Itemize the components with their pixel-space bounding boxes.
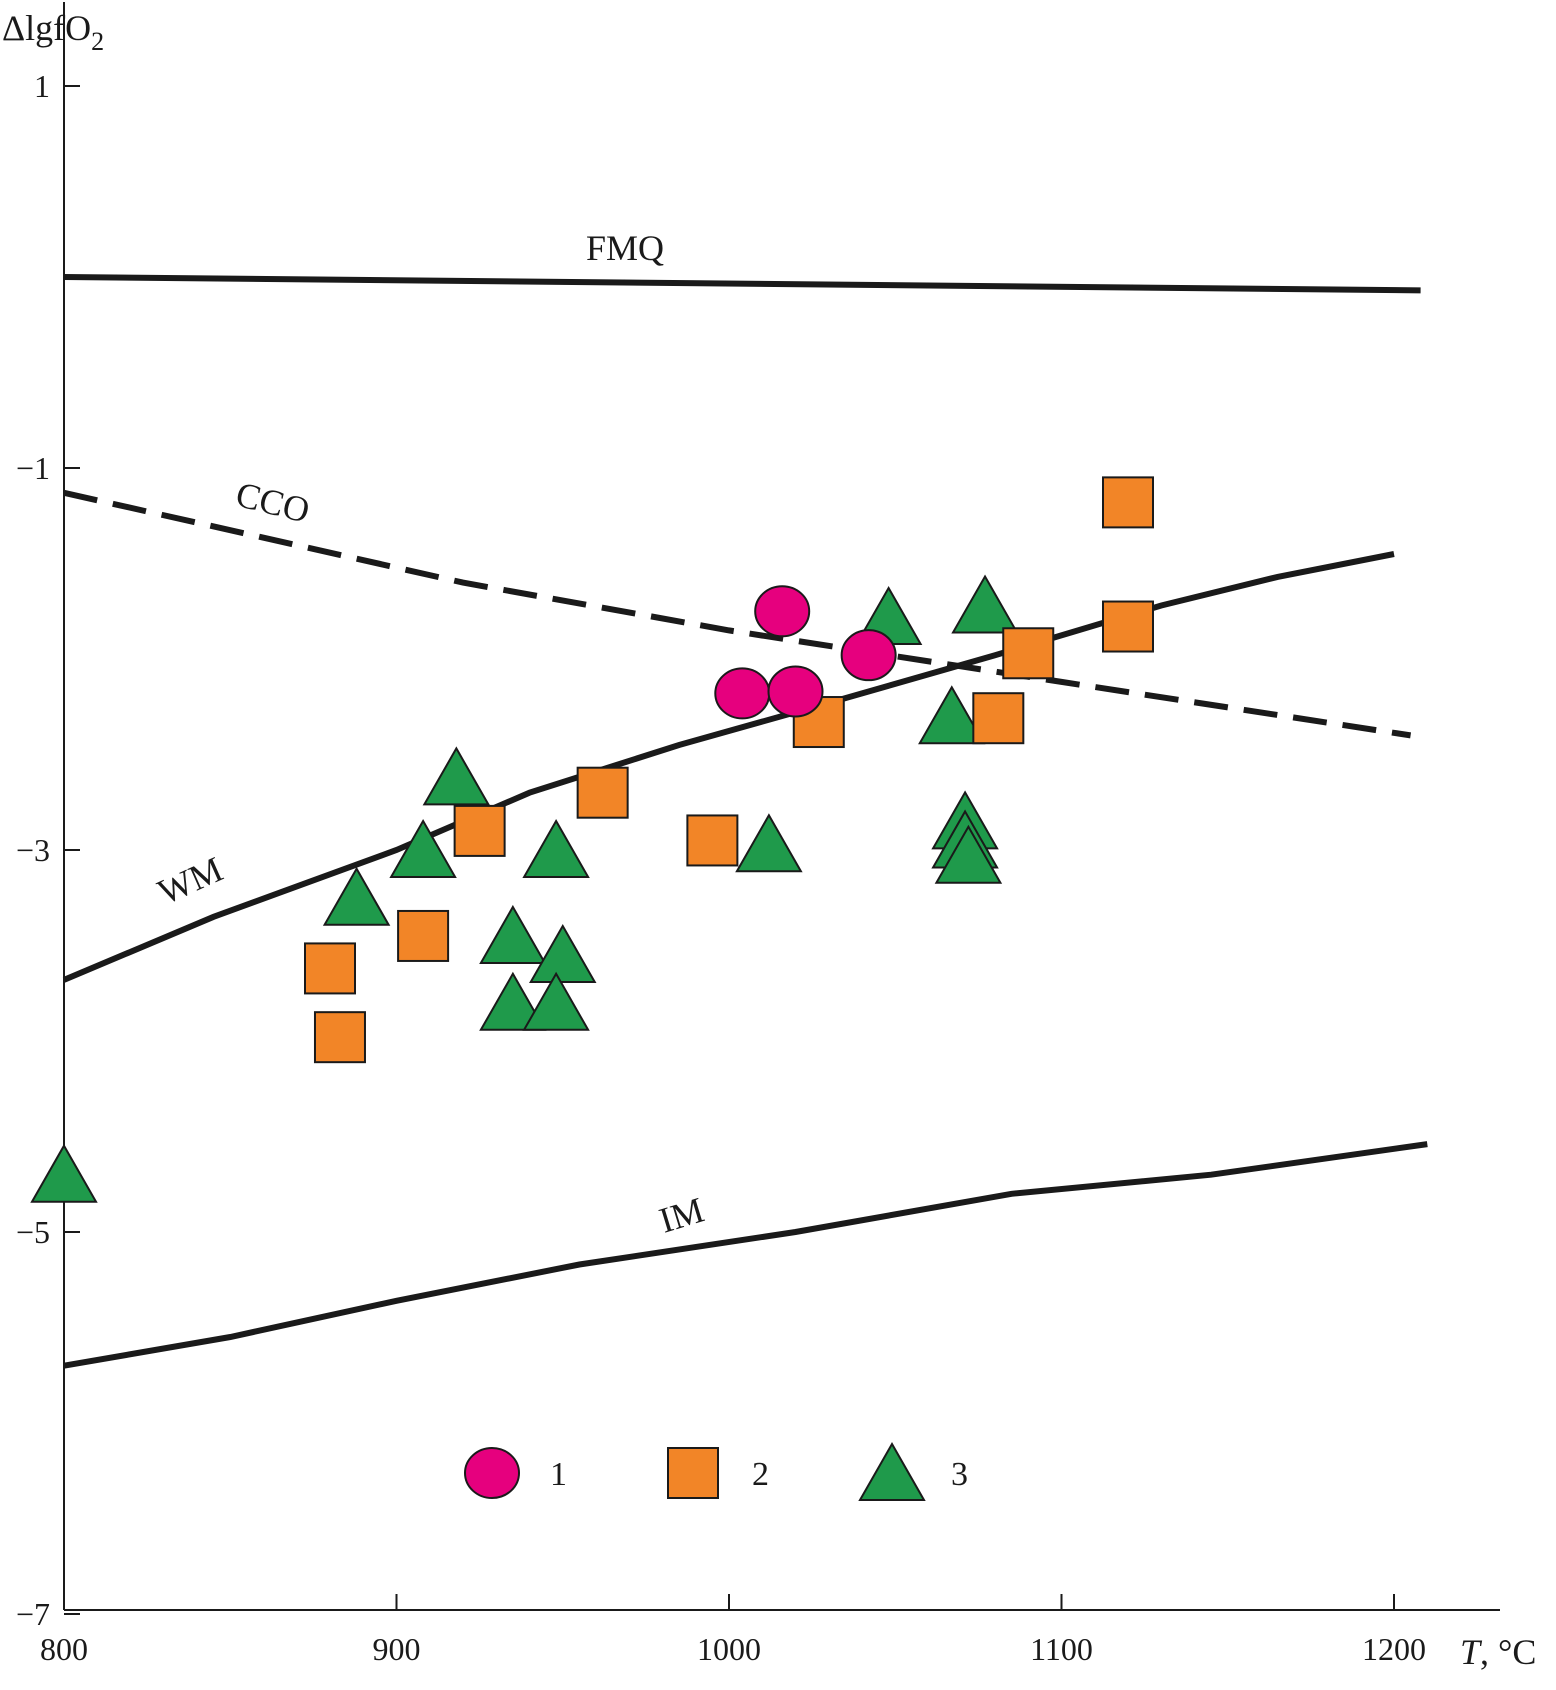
data-point-circle — [840, 629, 897, 682]
reference-lines: FMQ CCO WM IM — [62, 228, 1428, 1369]
x-axis-title-symbol: T — [1460, 1632, 1483, 1672]
data-point-triangle — [479, 971, 547, 1031]
x-axis-title-unit: , °C — [1480, 1632, 1536, 1672]
reference-line-fmq — [63, 274, 1421, 294]
reference-line-wm — [62, 551, 1395, 983]
data-point-triangle — [479, 904, 547, 964]
data-points — [30, 476, 1154, 1203]
data-point-triangle — [422, 746, 491, 806]
data-point-square — [972, 692, 1025, 745]
legend-label: 1 — [550, 1456, 567, 1493]
x-tick-label: 900 — [373, 1631, 421, 1667]
reference-line-im — [63, 1141, 1428, 1369]
legend-marker-square — [667, 1447, 719, 1499]
data-point-square — [686, 814, 739, 867]
data-point-triangle — [30, 1143, 98, 1203]
data-point-square — [313, 1011, 366, 1064]
data-point-square — [1102, 476, 1154, 529]
data-point-triangle — [522, 971, 590, 1031]
data-point-square — [453, 804, 506, 857]
data-point-triangle — [934, 824, 1003, 884]
y-tick-label: 1 — [34, 68, 50, 104]
data-point-triangle — [389, 818, 457, 878]
y-tick-label: −1 — [16, 450, 50, 486]
data-point-triangle — [951, 574, 1019, 634]
data-point-square — [397, 909, 450, 962]
data-point-triangle — [918, 685, 986, 745]
legend-marker-triangle — [858, 1441, 926, 1501]
legend-marker-circle — [464, 1447, 520, 1499]
data-point-triangle — [322, 866, 391, 926]
data-point-triangle — [735, 813, 803, 873]
x-tick-label: 1100 — [1030, 1631, 1093, 1667]
x-tick-label: 1000 — [697, 1631, 761, 1667]
reference-line-label-im: IM — [655, 1190, 709, 1241]
data-point-square — [304, 942, 356, 995]
legend-label: 3 — [951, 1456, 968, 1493]
reference-line-cco — [63, 489, 1412, 739]
y-tick-label: −5 — [16, 1214, 50, 1250]
y-axis-title: ΔlgfO2 — [2, 8, 104, 56]
reference-line-label-fmq: FMQ — [586, 228, 664, 268]
data-point-triangle — [529, 924, 597, 984]
reference-line-label-cco: CCO — [232, 474, 314, 531]
data-point-square — [576, 766, 629, 819]
reference-line-label-wm: WM — [152, 849, 229, 912]
x-axis-title: T, °C — [1460, 1632, 1536, 1672]
y-axis-title-main: ΔlgfO — [2, 8, 91, 48]
y-axis-title-subscript: 2 — [91, 27, 104, 56]
data-point-circle — [767, 665, 824, 718]
y-tick-label: −7 — [16, 1596, 50, 1632]
legend-label: 2 — [752, 1456, 769, 1493]
x-tick-label: 800 — [40, 1631, 88, 1667]
data-point-triangle — [522, 818, 590, 878]
data-point-circle — [754, 585, 811, 638]
legend: 1 2 3 — [464, 1441, 968, 1501]
data-point-square — [1002, 627, 1055, 680]
data-point-square — [1102, 600, 1154, 653]
y-tick-label: −3 — [16, 832, 50, 868]
data-point-circle — [714, 667, 771, 720]
x-tick-label: 1200 — [1362, 1631, 1426, 1667]
